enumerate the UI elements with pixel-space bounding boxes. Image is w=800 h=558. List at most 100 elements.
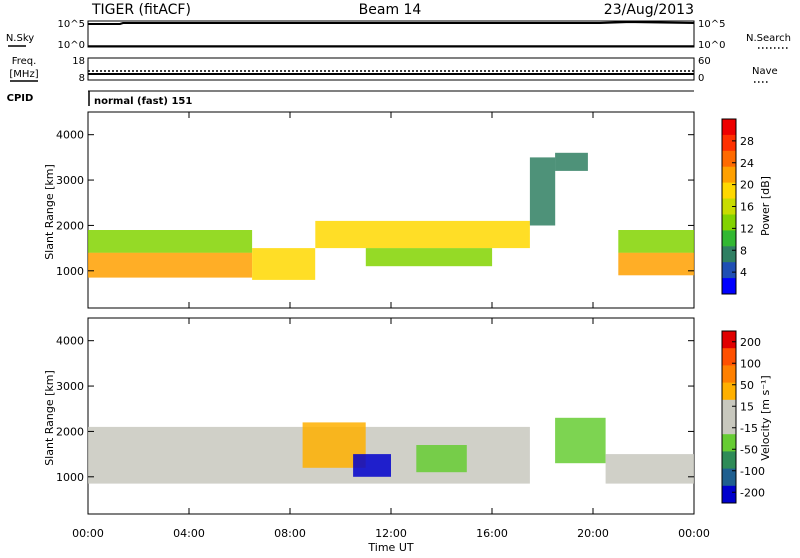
nsky-trace xyxy=(88,20,695,25)
freq-label-line1: Freq. xyxy=(12,56,37,67)
power-colorbar-swatch xyxy=(722,166,736,184)
time-tick-label: 20:00 xyxy=(577,527,609,540)
power-colorbar-swatch xyxy=(722,150,736,168)
power-data-band-5 xyxy=(529,157,556,226)
nsky-tick-bottom-right: 10^0 xyxy=(698,40,725,51)
nsky-label: N.Sky xyxy=(6,33,34,44)
cpid-label: CPID xyxy=(7,93,34,104)
velocity-colorbar-swatch xyxy=(722,365,736,384)
velocity-colorbar-tick-label: -200 xyxy=(740,486,765,499)
velocity-colorbar-swatch xyxy=(722,468,736,487)
power-colorbar-label: Power [dB] xyxy=(759,176,772,236)
nsky-tick-bottom-left: 10^0 xyxy=(58,40,85,51)
velocity-ytick-label: 2000 xyxy=(56,425,84,438)
power-data-band-2 xyxy=(252,248,316,280)
velocity-colorbar-swatch xyxy=(722,382,736,401)
velocity-colorbar-frame xyxy=(721,330,737,504)
time-axis: 00:00 04:00 08:00 12:00 16:00 20:00 00:00 xyxy=(72,112,710,540)
velocity-ytick-label: 1000 xyxy=(56,471,84,484)
velocity-ylabel: Slant Range [km] xyxy=(43,370,56,466)
nsky-tick-top-right: 10^5 xyxy=(698,19,725,30)
power-colorbar-tick-label: 4 xyxy=(740,266,747,279)
velocity-colorbar-tick-label: 100 xyxy=(740,357,761,370)
cpid-panel: CPID normal (fast) 151 xyxy=(7,90,694,107)
power-data-band-8 xyxy=(618,230,695,253)
nsearch-label: N.Search xyxy=(746,33,791,44)
velocity-data-band-3 xyxy=(416,445,467,473)
nave-tick-top-right: 60 xyxy=(698,56,711,67)
velocity-y-axis: 1000 2000 3000 4000 xyxy=(56,335,694,484)
freq-tick-bottom-left: 8 xyxy=(79,73,85,84)
power-colorbar-swatch xyxy=(722,278,736,295)
time-tick-label: 00:00 xyxy=(678,527,710,540)
power-colorbar-swatch xyxy=(722,230,736,247)
freq-panel: Freq. [MHz] 18 8 60 0 Nave xyxy=(9,56,777,84)
power-ytick-label: 3000 xyxy=(56,174,84,187)
power-colorbar-tick-label: 20 xyxy=(740,179,754,192)
power-colorbar: 4 8 12 16 20 24 28 xyxy=(721,118,754,295)
velocity-colorbar-tick-label: -50 xyxy=(740,443,758,456)
velocity-colorbar-tick-label: -100 xyxy=(740,465,765,478)
cpid-text: normal (fast) 151 xyxy=(94,96,192,107)
velocity-panel: 1000 2000 3000 4000 Slant Range [km] 200 100… xyxy=(43,317,772,515)
power-colorbar-tick-label: 12 xyxy=(740,222,754,235)
velocity-data-band-4 xyxy=(555,417,606,464)
power-colorbar-tick-label: 16 xyxy=(740,201,754,214)
freq-label-line2: [MHz] xyxy=(9,69,38,80)
velocity-frame xyxy=(87,317,695,515)
velocity-colorbar-label: Velocity [m s⁻¹] xyxy=(759,375,772,460)
power-y-axis: 1000 2000 3000 4000 xyxy=(56,129,694,278)
power-colorbar-swatch xyxy=(722,262,736,279)
power-colorbar-swatch xyxy=(722,198,736,215)
power-data-band-0 xyxy=(88,252,253,278)
power-data-layer xyxy=(88,152,695,280)
power-data-band-7 xyxy=(618,252,695,276)
freq-frame xyxy=(87,57,695,81)
velocity-colorbar: 200 100 50 15 -15 -50 -100 -200 xyxy=(721,330,765,504)
velocity-colorbar-swatch xyxy=(722,348,736,366)
velocity-colorbar-tick-label: -15 xyxy=(740,422,758,435)
power-panel: 1000 2000 3000 4000 Slant Range [km] 4 8 12 16… xyxy=(43,111,772,309)
velocity-colorbar-swatch xyxy=(722,434,736,452)
power-data-band-1 xyxy=(88,230,253,253)
nsky-panel: N.Sky 10^5 10^0 10^5 10^0 N.Search xyxy=(6,19,791,51)
power-colorbar-swatch xyxy=(722,246,736,263)
power-data-band-4 xyxy=(365,248,493,267)
power-colorbar-tick-label: 24 xyxy=(740,157,754,170)
velocity-data-band-2 xyxy=(353,454,391,477)
radar-title: TIGER (fitACF) xyxy=(91,2,191,18)
power-ytick-label: 4000 xyxy=(56,129,84,142)
velocity-colorbar-tick-label: 200 xyxy=(740,336,761,349)
power-colorbar-swatch xyxy=(722,214,736,231)
nsky-frame xyxy=(87,20,695,48)
velocity-colorbar-tick-label: 15 xyxy=(740,400,754,413)
time-tick-label: 12:00 xyxy=(375,527,407,540)
nsky-tick-top-left: 10^5 xyxy=(58,19,85,30)
time-tick-label: 16:00 xyxy=(476,527,508,540)
power-colorbar-tick-label: 28 xyxy=(740,135,754,148)
time-tick-label: 08:00 xyxy=(274,527,306,540)
velocity-data-band-5 xyxy=(605,454,694,484)
power-frame xyxy=(87,111,695,309)
power-colorbar-swatch xyxy=(722,119,736,136)
power-data-band-6 xyxy=(555,152,588,171)
time-axis-title: Time UT xyxy=(367,541,413,554)
velocity-colorbar-swatch xyxy=(722,417,736,435)
power-colorbar-swatch xyxy=(722,134,736,152)
velocity-ytick-label: 4000 xyxy=(56,335,84,348)
time-tick-label: 00:00 xyxy=(72,527,104,540)
power-ylabel: Slant Range [km] xyxy=(43,164,56,260)
date-title: 23/Aug/2013 xyxy=(604,2,694,18)
nave-tick-bottom-right: 0 xyxy=(698,73,704,84)
velocity-colorbar-swatch xyxy=(722,485,736,504)
velocity-colorbar-swatch xyxy=(722,399,736,418)
power-data-band-3 xyxy=(315,220,530,249)
beam-title: Beam 14 xyxy=(359,2,422,18)
freq-tick-top-left: 18 xyxy=(72,56,85,67)
power-colorbar-tick-label: 8 xyxy=(740,244,747,257)
velocity-data-layer xyxy=(88,417,694,484)
time-tick-label: 04:00 xyxy=(173,527,205,540)
nave-label: Nave xyxy=(752,66,778,77)
